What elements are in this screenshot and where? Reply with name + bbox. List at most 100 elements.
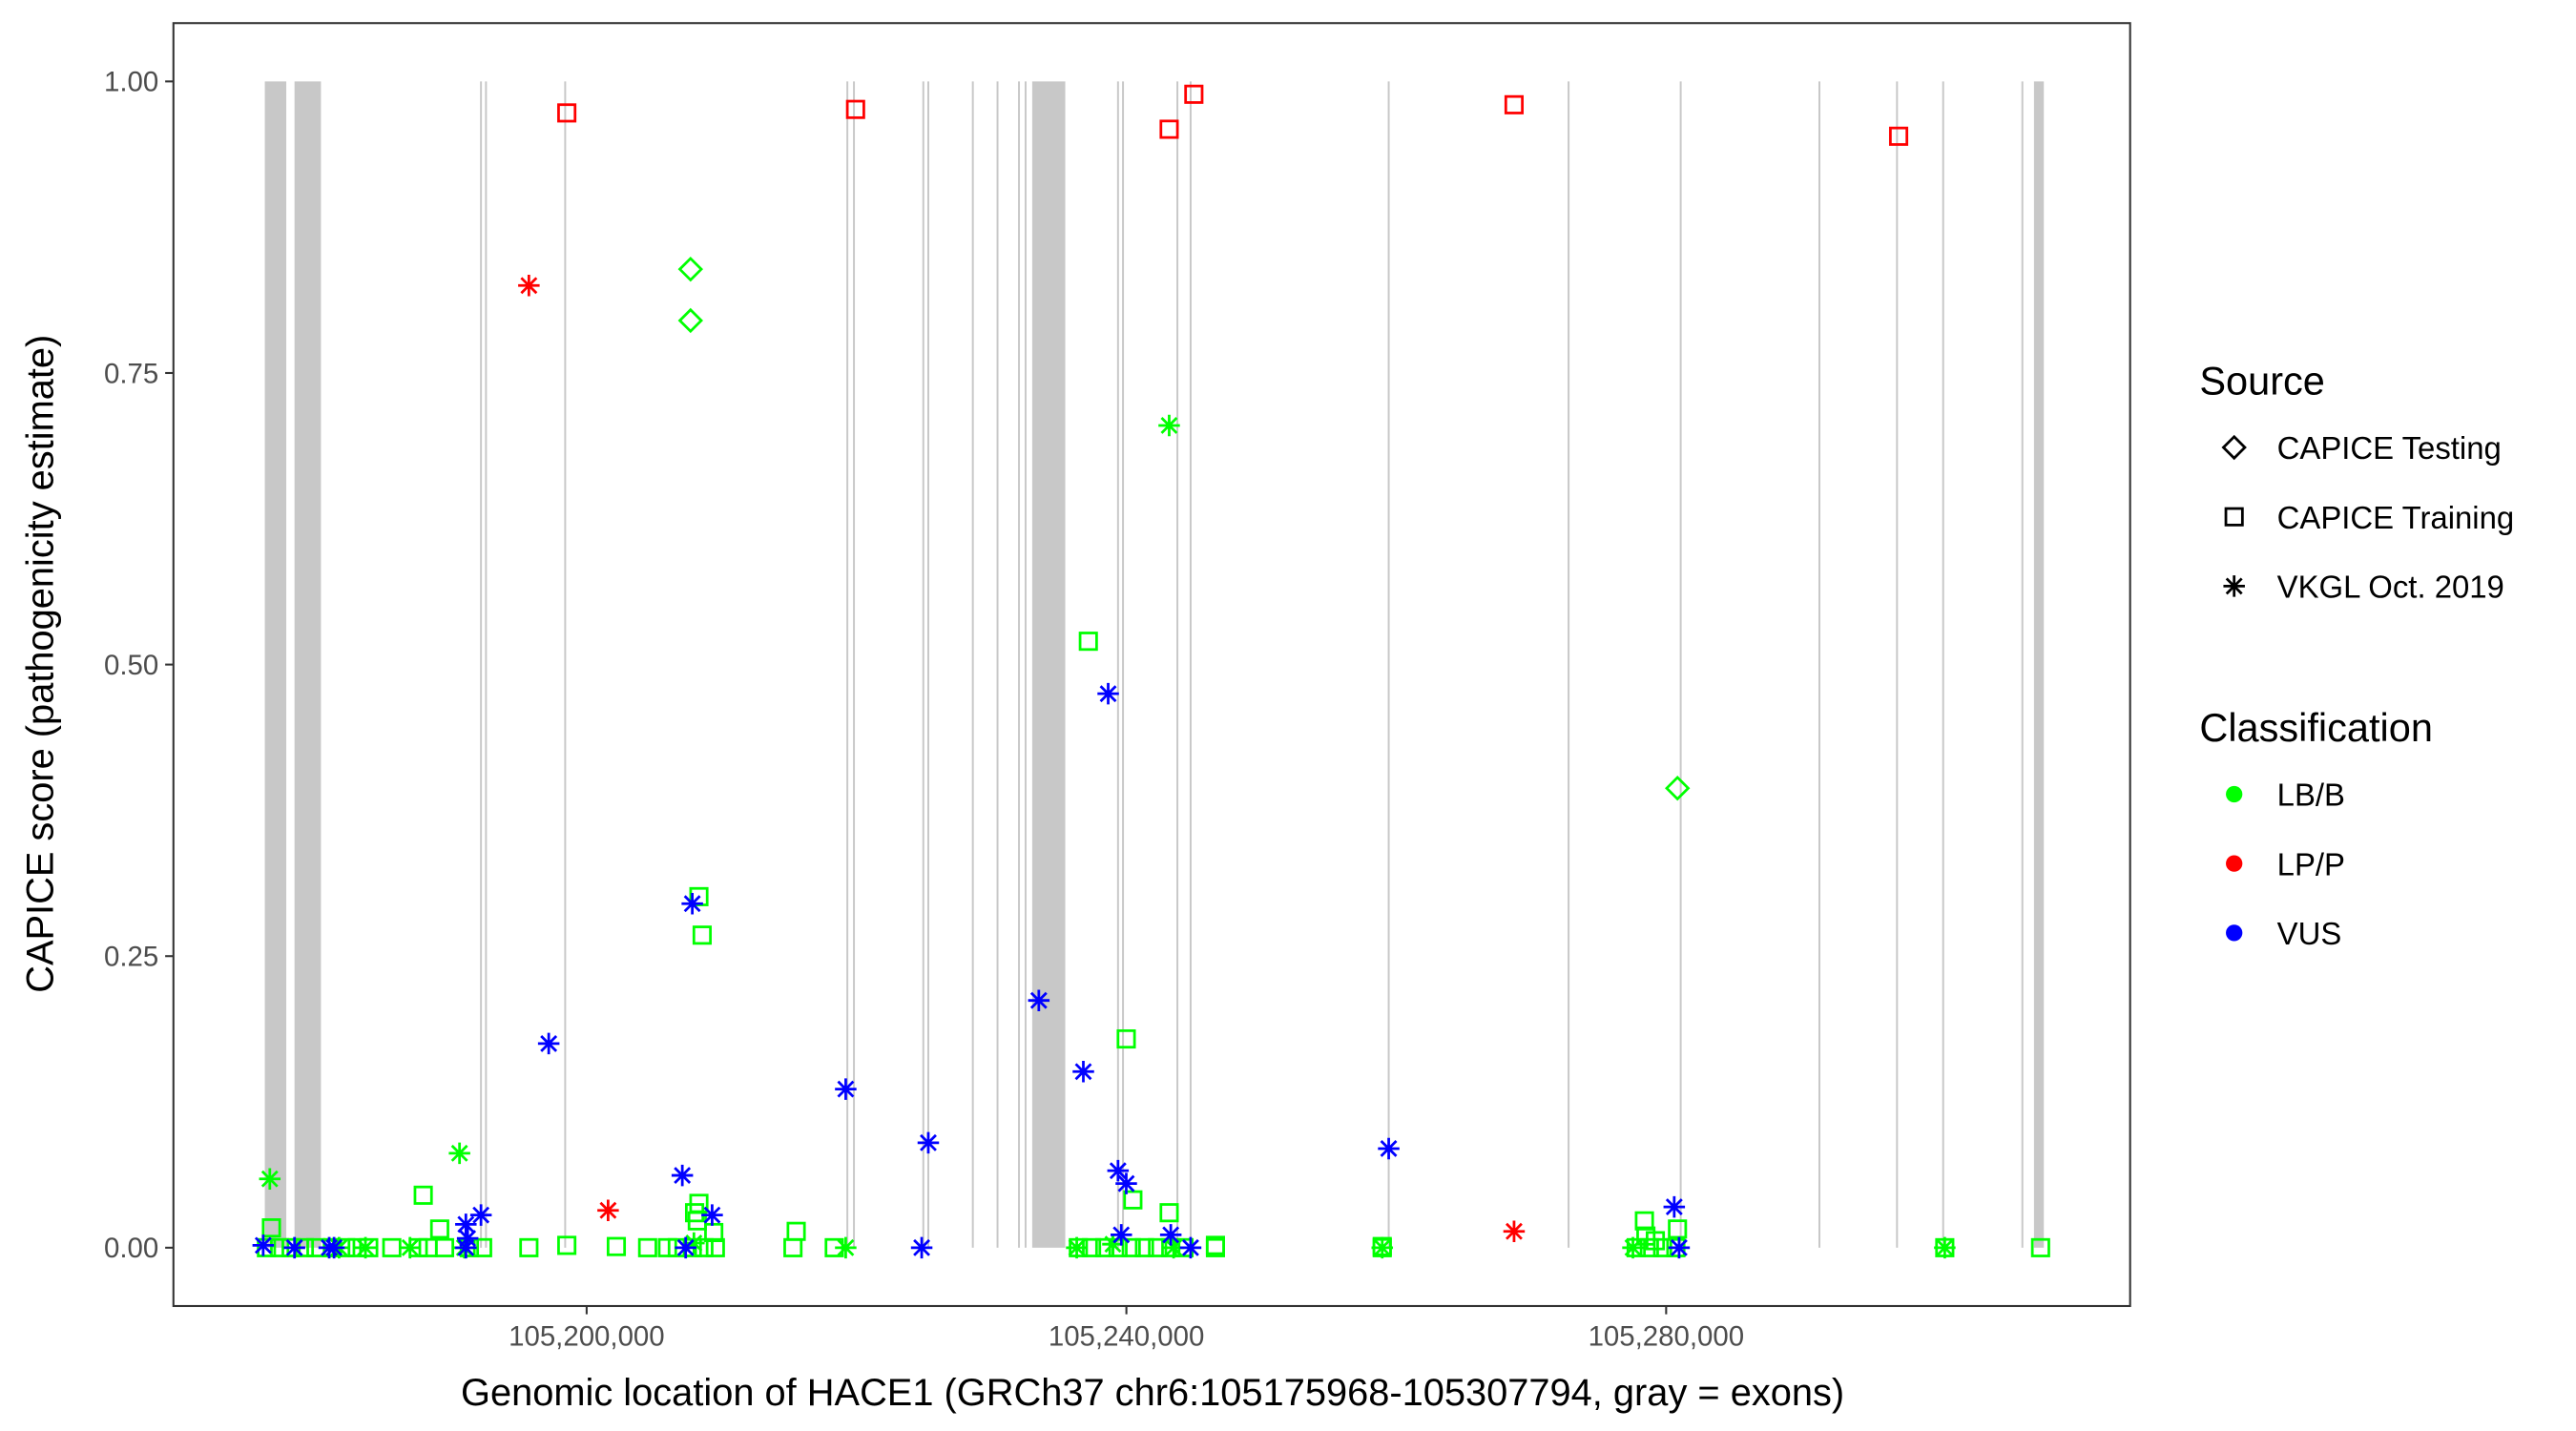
data-point	[1102, 1233, 1124, 1255]
data-point	[1028, 989, 1050, 1011]
square-marker	[434, 1237, 454, 1257]
data-point	[469, 1204, 492, 1226]
square-marker	[1159, 119, 1179, 139]
data-point	[1665, 775, 1691, 801]
asterisk-marker	[1102, 1233, 1124, 1255]
asterisk-marker	[917, 1131, 940, 1154]
data-point	[1184, 84, 1204, 104]
y-tick-label: 0.75	[104, 358, 158, 389]
exon-band	[853, 81, 856, 1248]
data-point	[455, 1236, 477, 1259]
data-point	[354, 1236, 377, 1259]
data-point	[704, 1222, 724, 1243]
data-point	[455, 1213, 477, 1235]
data-point	[1634, 1211, 1654, 1231]
data-point	[434, 1237, 454, 1257]
data-point	[681, 892, 703, 915]
exon-band	[485, 81, 488, 1248]
data-point	[399, 1236, 421, 1259]
exon-band	[1176, 81, 1179, 1248]
exon-band	[2033, 81, 2045, 1248]
square-marker	[704, 1222, 724, 1243]
asterisk-marker	[671, 1164, 694, 1187]
exon-layer	[264, 81, 2045, 1248]
diamond-marker	[677, 256, 703, 282]
square-marker	[692, 925, 712, 945]
square-marker	[1078, 632, 1098, 652]
asterisk-marker	[1934, 1236, 1956, 1259]
data-point	[1107, 1159, 1130, 1182]
data-point	[252, 1234, 275, 1256]
square-marker	[2224, 507, 2244, 527]
data-point	[1179, 1236, 1202, 1259]
diamond-marker	[1665, 775, 1691, 801]
y-tick-label: 0.50	[104, 650, 158, 681]
exon-band	[564, 81, 567, 1248]
asterisk-marker	[1622, 1236, 1644, 1259]
asterisk-marker	[1378, 1137, 1400, 1160]
data-point	[1504, 94, 1524, 114]
asterisk-marker	[252, 1234, 275, 1256]
data-point	[257, 1237, 277, 1257]
exon-band	[846, 81, 849, 1248]
data-point	[557, 103, 577, 123]
data-point	[910, 1236, 933, 1259]
point-layer	[252, 84, 2050, 1259]
exon-band	[1116, 81, 1119, 1248]
data-point	[783, 1237, 803, 1257]
exon-band	[1122, 81, 1125, 1248]
data-point	[1078, 632, 1098, 652]
asterisk-marker	[1107, 1159, 1130, 1182]
diamond-marker	[2221, 434, 2247, 461]
square-marker	[684, 1203, 705, 1223]
data-point	[448, 1142, 470, 1165]
data-point	[1668, 1219, 1688, 1239]
asterisk-marker	[835, 1078, 857, 1100]
asterisk-marker	[399, 1236, 421, 1259]
data-point	[835, 1236, 857, 1259]
asterisk-marker	[2223, 575, 2245, 597]
data-point	[597, 1199, 619, 1221]
data-point	[1663, 1195, 1686, 1218]
exon-band	[2021, 81, 2024, 1248]
asterisk-marker	[283, 1236, 305, 1259]
data-point	[519, 1237, 539, 1257]
data-point	[537, 1032, 560, 1055]
data-point	[413, 1185, 433, 1205]
data-point	[675, 1236, 696, 1259]
data-point	[322, 1236, 345, 1259]
square-marker	[413, 1185, 433, 1205]
square-marker	[1668, 1219, 1688, 1239]
data-point	[261, 1218, 281, 1238]
square-marker	[783, 1237, 803, 1257]
asterisk-marker	[1110, 1224, 1132, 1246]
asterisk-marker	[1179, 1236, 1202, 1259]
exon-band	[1818, 81, 1821, 1248]
asterisk-marker	[354, 1236, 377, 1259]
legend-key-dot-icon	[2226, 785, 2243, 803]
data-point	[1888, 126, 1909, 146]
exon-band	[294, 81, 322, 1248]
exon-band	[1942, 81, 1944, 1248]
data-point	[1162, 1236, 1185, 1259]
asterisk-marker	[1028, 989, 1050, 1011]
asterisk-marker	[1072, 1061, 1094, 1083]
data-point	[701, 1204, 723, 1226]
square-marker	[2030, 1237, 2050, 1257]
data-point	[677, 256, 703, 282]
asterisk-marker	[1503, 1220, 1526, 1242]
plot-background	[173, 23, 2130, 1306]
asterisk-marker	[455, 1213, 477, 1235]
data-point	[518, 275, 540, 297]
x-tick-label: 105,280,000	[1589, 1321, 1745, 1353]
asterisk-marker	[597, 1199, 619, 1221]
data-point	[1134, 1237, 1154, 1257]
square-marker	[519, 1237, 539, 1257]
y-tick-label: 0.00	[104, 1233, 158, 1264]
square-marker	[1184, 84, 1204, 104]
data-point	[1121, 1237, 1141, 1257]
asterisk-marker	[910, 1236, 933, 1259]
legend: Source Classification CAPICE Testing CAPI…	[2199, 359, 2514, 951]
exon-band	[264, 81, 287, 1248]
x-tick-label: 105,240,000	[1049, 1321, 1205, 1353]
